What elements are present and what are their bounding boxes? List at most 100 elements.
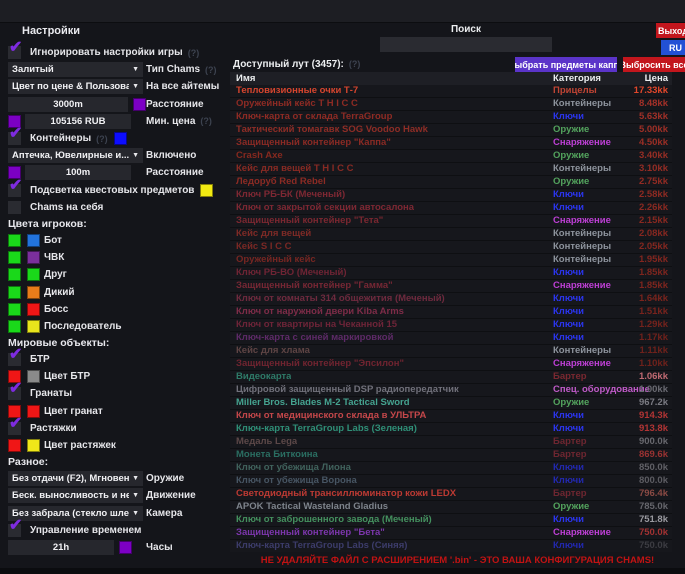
loot-row[interactable]: Ключ от закрытой секции автосалона Ключи 2… bbox=[230, 202, 672, 214]
loot-row[interactable]: Ключ от наружной двери Kiba Arms Ключи 1.5… bbox=[230, 306, 672, 318]
checkbox[interactable]: ✔ bbox=[8, 517, 22, 537]
dropdown[interactable]: Беск. выносливость и нет уста▼ bbox=[8, 488, 143, 504]
loot-item-price: 5.00kk bbox=[638, 124, 668, 135]
color-swatch-primary[interactable] bbox=[8, 370, 21, 384]
loot-row[interactable]: Ключ РБ-БК (Меченый) Ключи 2.58kk bbox=[230, 189, 672, 201]
column-header-category: Категория bbox=[553, 73, 601, 84]
loot-row[interactable]: Защищенный контейнер "Тета" Снаряжение 2.1… bbox=[230, 215, 672, 227]
loot-row[interactable]: Защищенный контейнер "Гамма" Снаряжение 1.… bbox=[230, 280, 672, 292]
loot-item-name: Crash Axe bbox=[236, 150, 283, 161]
text-input[interactable]: 105156 RUB bbox=[25, 113, 131, 129]
dropdown[interactable]: Цвет по цене & Пользователь▼ bbox=[8, 79, 143, 95]
color-swatch-primary[interactable] bbox=[8, 439, 21, 453]
color-swatch-secondary[interactable] bbox=[27, 319, 40, 333]
loot-row[interactable]: APOK Tactical Wasteland Gladius Оружие 785… bbox=[230, 501, 672, 513]
text-input[interactable]: 100m bbox=[25, 165, 131, 181]
dropdown[interactable]: Аптечка, Ювелирные и... ▼ bbox=[8, 148, 143, 164]
loot-row[interactable]: Медаль Lega Бартер 900.0k bbox=[230, 436, 672, 448]
loot-row[interactable]: Ключ-карта TerraGroup Labs (Синяя) Ключи 7… bbox=[230, 540, 672, 552]
loot-item-price: 5.63kk bbox=[638, 111, 668, 122]
color-swatch-secondary[interactable] bbox=[27, 439, 40, 453]
loot-row[interactable]: Miller Bros. Blades M-2 Tactical Sword Ор… bbox=[230, 397, 672, 409]
loot-row[interactable]: Ключ-карта TerraGroup Labs (Зеленая) Ключ… bbox=[230, 423, 672, 435]
loot-row[interactable]: Цифровой защищенный DSP радиопередатчик С… bbox=[230, 384, 672, 396]
loot-row[interactable]: Ключ от медицинского склада в УЛЬТРА Ключ… bbox=[230, 410, 672, 422]
loot-row[interactable]: Ключ-карта от склада TerraGroup Ключи 5.63… bbox=[230, 111, 672, 123]
dropdown[interactable]: Без отдачи (F2), Мгновенное п▼ bbox=[8, 471, 143, 487]
loot-row[interactable]: Оружейный кейс T H I C C Контейнеры 8.48kk bbox=[230, 98, 672, 110]
loot-item-name: Тактический томагавк SOG Voodoo Hawk bbox=[236, 124, 428, 135]
setting-row: ✔ Игнорировать настройки игры (?) bbox=[8, 40, 226, 61]
loot-row[interactable]: Crash Axe Оружие 3.40kk bbox=[230, 150, 672, 162]
loot-row[interactable]: Ледоруб Red Rebel Оружие 2.75kk bbox=[230, 176, 672, 188]
color-swatch[interactable] bbox=[133, 97, 146, 111]
loot-row[interactable]: Светодиодный трансиллюминатор кожи LEDX Б… bbox=[230, 488, 672, 500]
checkbox[interactable]: ✔ bbox=[8, 347, 22, 367]
color-swatch-secondary[interactable] bbox=[27, 233, 40, 247]
text-input[interactable]: 21h bbox=[8, 539, 114, 555]
checkbox[interactable]: ✔ bbox=[8, 126, 22, 146]
color-swatch-primary[interactable] bbox=[8, 302, 21, 316]
loot-row[interactable]: Ключ от убежища Ворона Ключи 800.0k bbox=[230, 475, 672, 487]
loot-row[interactable]: Защищенный контейнер "Эпсилон" Снаряжение… bbox=[230, 358, 672, 370]
settings-section-header: Мировые объекты: bbox=[8, 337, 110, 349]
loot-row[interactable]: Кейс для вещей Контейнеры 2.08kk bbox=[230, 228, 672, 240]
loot-item-price: 4.50kk bbox=[638, 137, 668, 148]
loot-row[interactable]: Ключ от квартиры на Чеканной 15 Ключи 1.29… bbox=[230, 319, 672, 331]
color-swatch-primary[interactable] bbox=[8, 268, 21, 282]
drop-all-button[interactable]: Выбросить все bbox=[623, 57, 685, 72]
checkbox[interactable]: ✔ bbox=[8, 415, 22, 435]
loot-row[interactable]: Ключ от убежища Лиона Ключи 850.0k bbox=[230, 462, 672, 474]
color-swatch[interactable] bbox=[8, 114, 21, 128]
color-swatch-secondary[interactable] bbox=[27, 251, 40, 265]
color-swatch-secondary[interactable] bbox=[27, 268, 40, 282]
color-swatch[interactable] bbox=[200, 183, 214, 197]
search-input[interactable] bbox=[380, 37, 552, 52]
color-swatch-primary[interactable] bbox=[8, 233, 21, 247]
loot-row[interactable]: Кейс для хлама Контейнеры 1.11kk bbox=[230, 345, 672, 357]
loot-row[interactable]: Защищенный контейнер "Бета" Снаряжение 750… bbox=[230, 527, 672, 539]
color-swatch-primary[interactable] bbox=[8, 251, 21, 265]
loot-row[interactable]: Кейс S I C C Контейнеры 2.05kk bbox=[230, 241, 672, 253]
select-kappa-items-button[interactable]: Выбрать предметы каппа bbox=[515, 57, 617, 72]
loot-item-name: Ключ от закрытой секции автосалона bbox=[236, 202, 415, 213]
loot-row[interactable]: Ключ от заброшенного завода (Меченый) Клю… bbox=[230, 514, 672, 526]
color-swatch-secondary[interactable] bbox=[27, 370, 40, 384]
color-swatch-secondary[interactable] bbox=[27, 285, 40, 299]
color-swatch[interactable] bbox=[119, 540, 132, 554]
color-swatch[interactable] bbox=[8, 166, 21, 180]
loot-item-category: Ключи bbox=[553, 111, 584, 122]
loot-item-category: Оружие bbox=[553, 150, 590, 161]
loot-item-category: Контейнеры bbox=[553, 163, 612, 174]
color-swatch-primary[interactable] bbox=[8, 319, 21, 333]
loot-row[interactable]: Тепловизионные очки Т-7 Прицелы 17.33kk bbox=[230, 85, 672, 97]
loot-row[interactable]: Оружейный кейс Контейнеры 1.95kk bbox=[230, 254, 672, 266]
check-icon: ✔ bbox=[9, 380, 23, 398]
color-swatch-secondary[interactable] bbox=[27, 404, 40, 418]
loot-table[interactable]: Тепловизионные очки Т-7 Прицелы 17.33kk Ору… bbox=[230, 85, 672, 552]
exit-button[interactable]: Выход bbox=[656, 23, 685, 38]
color-swatch-secondary[interactable] bbox=[27, 302, 40, 316]
dropdown[interactable]: Залитый ▼ bbox=[8, 62, 143, 78]
loot-row[interactable]: Видеокарта Бартер 1.06kk bbox=[230, 371, 672, 383]
setting-label: Контейнеры bbox=[30, 133, 92, 145]
loot-row[interactable]: Защищенный контейнер "Каппа" Снаряжение 4.… bbox=[230, 137, 672, 149]
loot-row[interactable]: Тактический томагавк SOG Voodoo Hawk Оруж… bbox=[230, 124, 672, 136]
color-swatch[interactable] bbox=[113, 132, 127, 146]
text-input[interactable]: 3000m bbox=[8, 96, 128, 112]
loot-row[interactable]: Ключ-карта с синей маркировкой Ключи 1.17k… bbox=[230, 332, 672, 344]
loot-row[interactable]: Кейс для вещей T H I C C Контейнеры 3.10kk bbox=[230, 163, 672, 175]
dropdown[interactable]: Без забрала (стекло шлема)▼ bbox=[8, 505, 143, 521]
color-swatch-primary[interactable] bbox=[8, 285, 21, 299]
loot-row[interactable]: Ключ от комнаты 314 общежития (Меченый) К… bbox=[230, 293, 672, 305]
loot-item-name: Ключ РБ-БК (Меченый) bbox=[236, 189, 346, 200]
checkbox[interactable]: ✔ bbox=[8, 381, 22, 401]
color-swatch-primary[interactable] bbox=[8, 404, 21, 418]
loot-row[interactable]: Монета Биткоина Бартер 869.6k bbox=[230, 449, 672, 461]
control-zone: 100m bbox=[8, 165, 146, 181]
checkbox[interactable]: ✔ bbox=[8, 177, 22, 197]
language-button[interactable]: RU bbox=[661, 40, 685, 55]
loot-row[interactable]: Ключ РБ-ВО (Меченый) Ключи 1.85kk bbox=[230, 267, 672, 279]
checkbox[interactable] bbox=[8, 200, 21, 214]
checkbox[interactable]: ✔ bbox=[8, 40, 22, 60]
